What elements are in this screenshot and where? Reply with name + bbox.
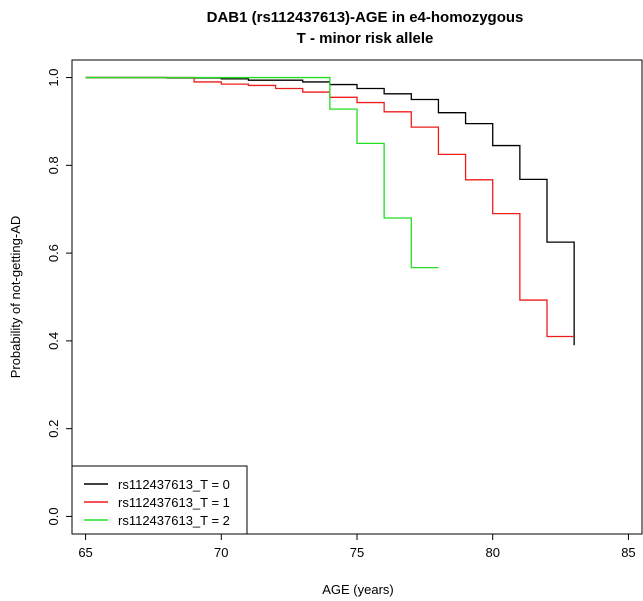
- series-line-2: [85, 76, 439, 269]
- y-tick-label: 0.4: [46, 332, 61, 350]
- legend-label: rs112437613_T = 0: [118, 477, 230, 492]
- x-tick-label: 75: [350, 545, 364, 560]
- legend-label: rs112437613_T = 1: [118, 495, 230, 510]
- series-layer: [85, 76, 575, 346]
- series-line-1: [85, 76, 575, 338]
- legend-items: rs112437613_T = 0 rs112437613_T = 1 rs1124…: [84, 477, 230, 528]
- x-tick-label: 65: [78, 545, 92, 560]
- legend-label: rs112437613_T = 2: [118, 513, 230, 528]
- x-axis: 65 70 75 80 85: [78, 534, 636, 560]
- y-tick-label: 0.8: [46, 156, 61, 174]
- x-tick-label: 80: [485, 545, 499, 560]
- x-tick-label: 70: [214, 545, 228, 560]
- y-tick-label: 0.2: [46, 420, 61, 438]
- legend-box: [71, 465, 248, 535]
- chart-title: DAB1 (rs112437613)-AGE in e4-homozygous: [207, 9, 524, 26]
- y-axis: 0.0 0.2 0.4 0.6 0.8 1.0: [46, 69, 72, 525]
- legend: rs112437613_T = 0 rs112437613_T = 1 rs1124…: [71, 465, 248, 535]
- y-tick-label: 1.0: [46, 69, 61, 87]
- series-line-0: [85, 76, 575, 346]
- x-tick-label: 85: [621, 545, 635, 560]
- x-axis-title: AGE (years): [322, 582, 394, 597]
- chart-subtitle: T - minor risk allele: [297, 30, 434, 47]
- y-axis-title: Probability of not-getting-AD: [8, 216, 23, 379]
- y-tick-label: 0.0: [46, 507, 61, 525]
- y-tick-label: 0.6: [46, 244, 61, 262]
